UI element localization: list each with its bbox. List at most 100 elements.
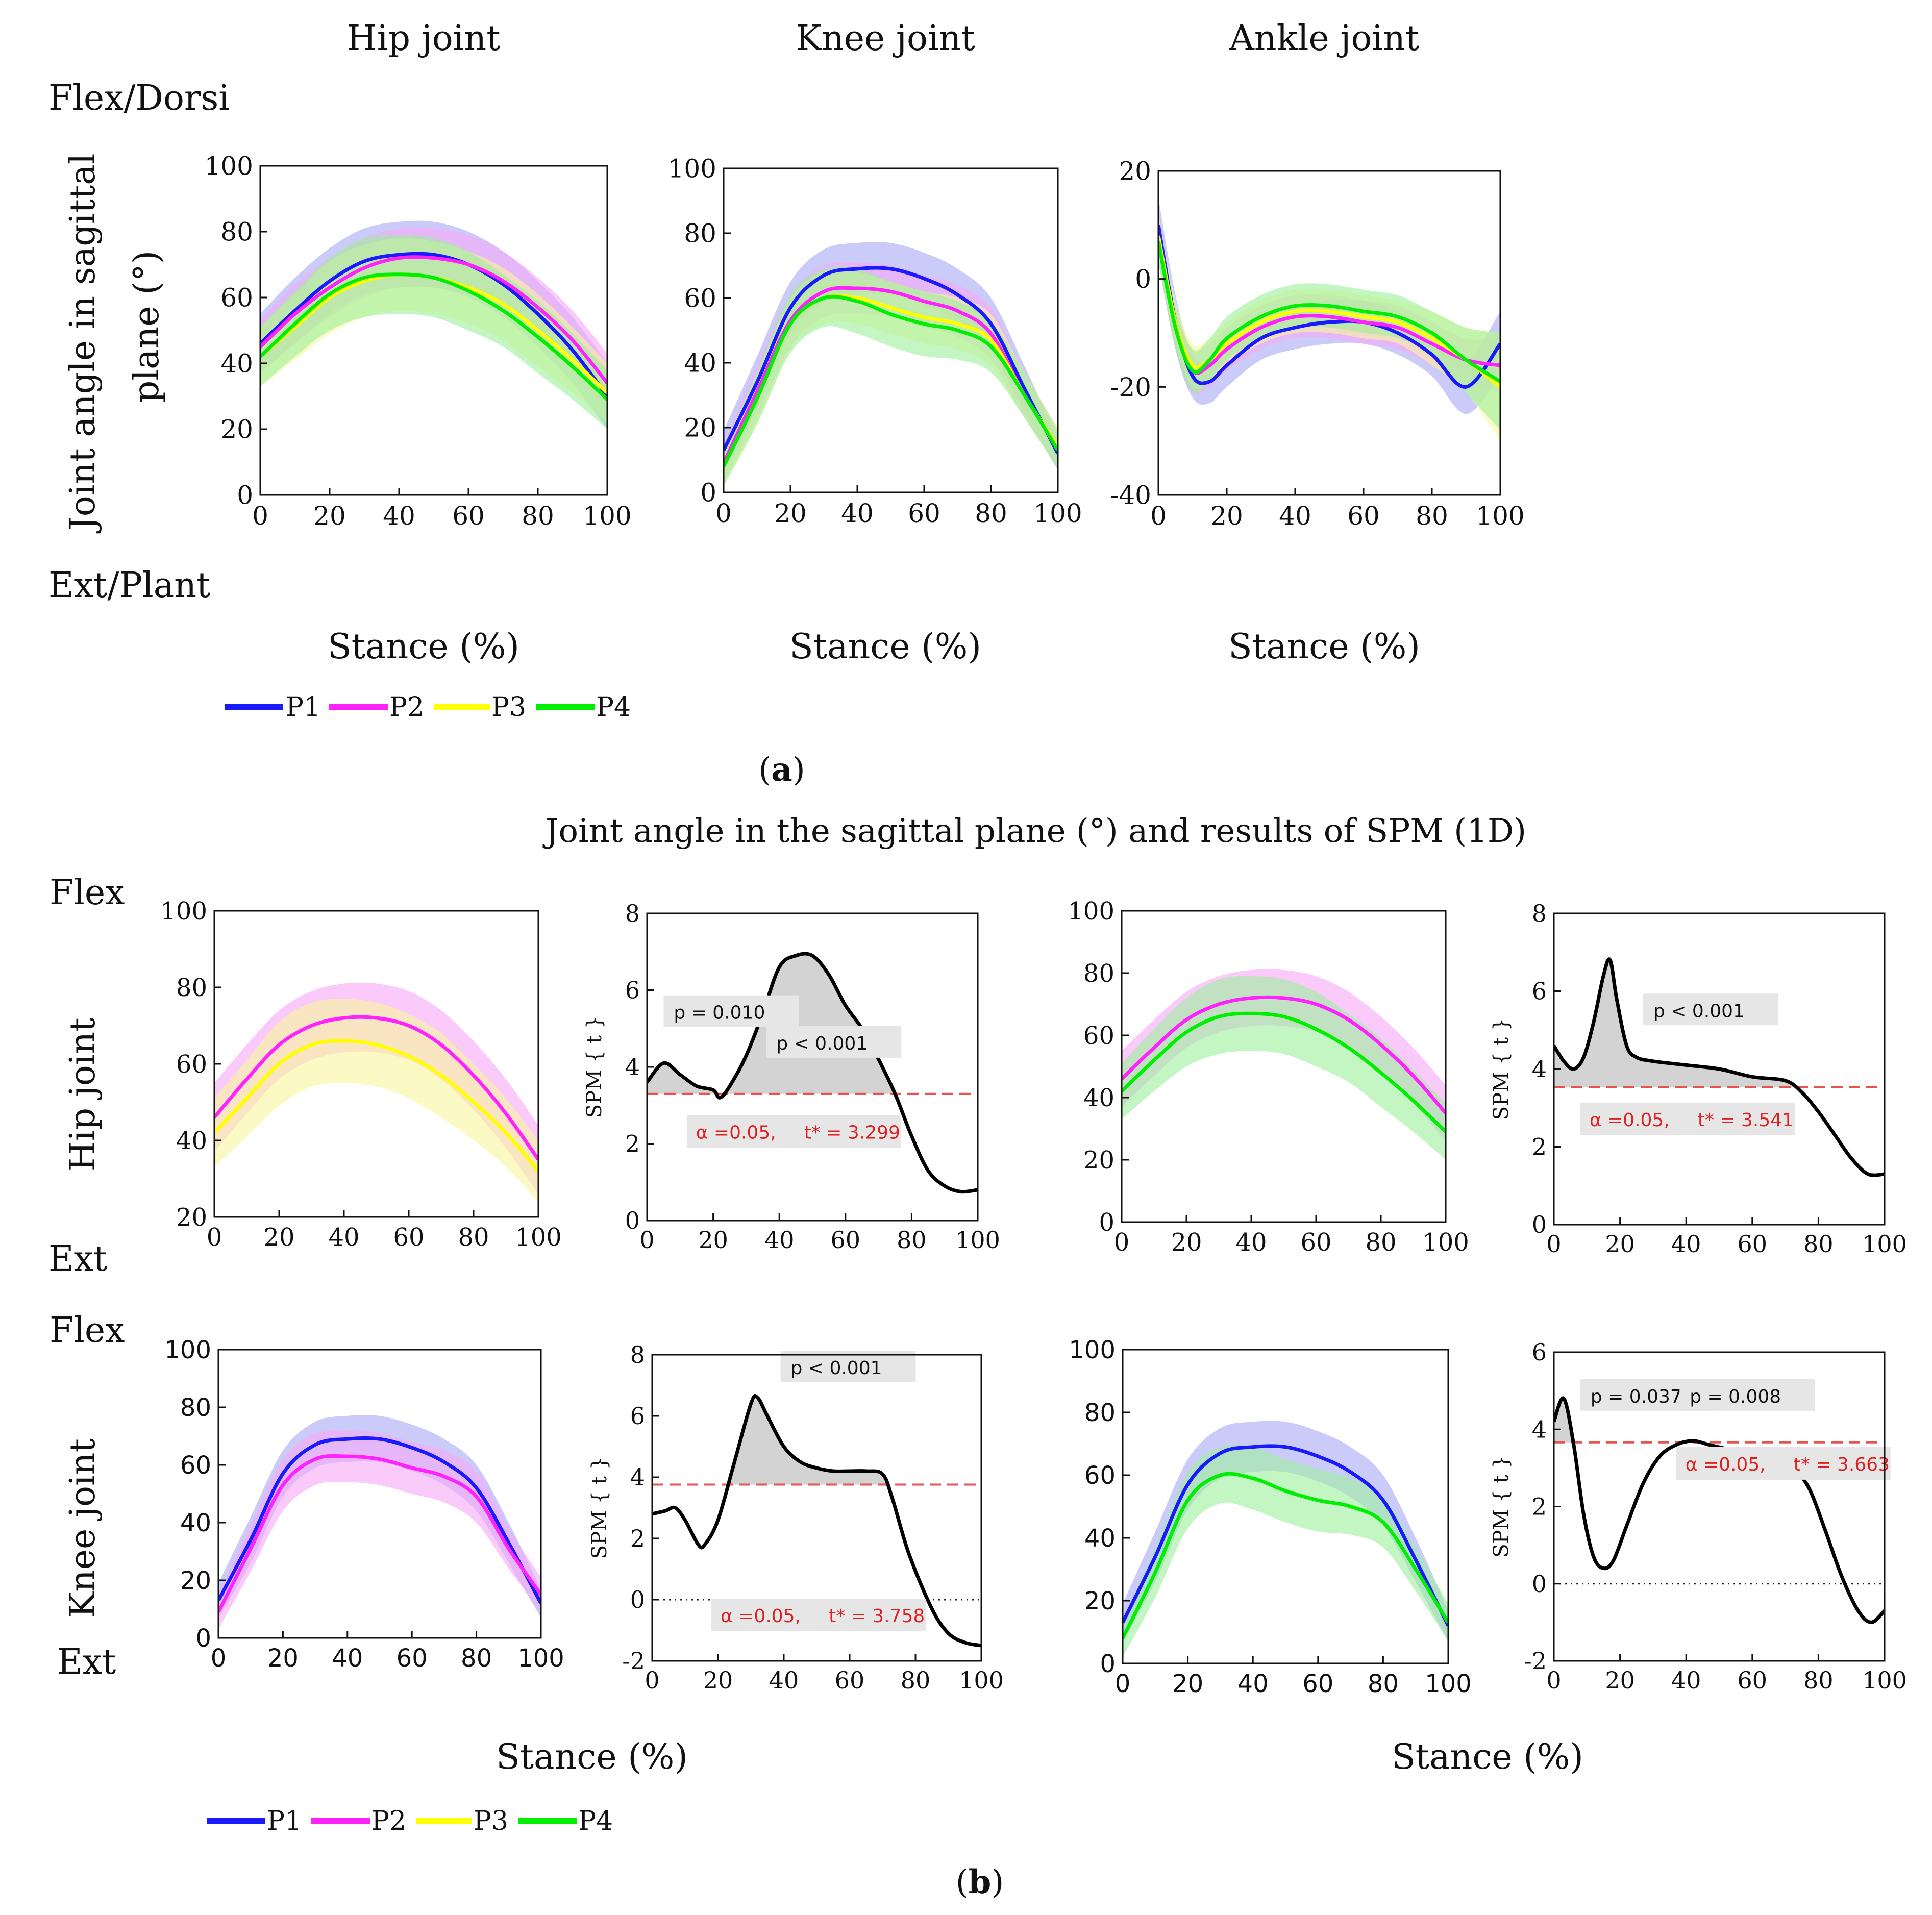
y-tick-label: -40 — [1110, 481, 1151, 510]
x-tick-label: 40 — [769, 1667, 799, 1694]
chart-a-hip: 0 20 40 60 80 100 0 20 40 60 80 100 — [205, 152, 632, 531]
x-tick-label: 40 — [1279, 501, 1311, 531]
axes-frame — [217, 1349, 542, 1639]
legend-a: P1 P2 P3 P4 — [225, 692, 631, 723]
p-value-box — [780, 1351, 916, 1382]
x-tick-label: 60 — [1738, 1230, 1768, 1258]
p-value-box — [766, 1026, 902, 1058]
y-tick-label: 4 — [1532, 1055, 1547, 1083]
plot-area-b-hip-angle-1 — [214, 982, 538, 1202]
xlabel-a-knee: Stance (%) — [789, 627, 981, 667]
chart-a-knee: 0 20 40 60 80 100 0 20 40 60 80 100 — [668, 154, 1082, 529]
plot-area-a-hip — [260, 220, 607, 429]
x-tick-label: 80 — [522, 501, 554, 531]
y-tick-label: 4 — [1532, 1415, 1547, 1443]
y-tick-label: -20 — [1110, 372, 1151, 402]
x-tick-label: 0 — [207, 1223, 222, 1252]
x-tick-label: 80 — [1416, 501, 1448, 531]
spm-ylabel: SPM { t } — [1490, 1455, 1513, 1557]
plot-area-b-knee-spm-2 — [1554, 1396, 1885, 1624]
x-tick-label: 20 — [267, 1644, 299, 1673]
y-tick-label: 6 — [1532, 978, 1547, 1005]
y-tick-label: 40 — [176, 1127, 207, 1155]
legend-b-p3-label: P3 — [474, 1806, 508, 1836]
x-tick-label: 20 — [1605, 1230, 1635, 1258]
sd-band-p2 — [218, 1430, 541, 1630]
hip-row-ext: Ext — [48, 1239, 107, 1279]
chart-layer: 0 20 40 60 80 100 0 20 40 60 80 100 0 20 40 60 80 100 0 20 4… — [160, 152, 1907, 1699]
mean-line-p4 — [260, 272, 607, 401]
spm-ylabel: SPM { t } — [588, 1457, 611, 1559]
chart-a-ankle: 0 20 40 60 80 100 -40 -20 0 20 — [1110, 157, 1524, 531]
y-tick-label: 100 — [205, 152, 253, 181]
x-tick-label: 40 — [1237, 1670, 1269, 1698]
x-tick-label: 100 — [1862, 1667, 1907, 1694]
ylabel-a-line2: plane (°) — [127, 251, 167, 403]
title-a-hip: Hip joint — [346, 18, 500, 59]
chart-b-hip-angle-2: 0 20 40 60 80 100 0 20 40 60 80 100 — [1068, 897, 1469, 1257]
y-tick-label: 60 — [180, 1451, 211, 1480]
y-tick-label: 40 — [1083, 1084, 1114, 1112]
y-tick-label: 8 — [1532, 900, 1547, 927]
y-tick-label: 8 — [630, 1341, 645, 1369]
x-tick-label: 100 — [1476, 501, 1524, 531]
y-tick-label: 8 — [625, 900, 640, 927]
title-a-knee: Knee joint — [796, 18, 975, 59]
mean-line-p4 — [1123, 1472, 1448, 1639]
x-tick-label: 100 — [1422, 1228, 1469, 1257]
part-b-label: (b) — [956, 1863, 1004, 1901]
y-tick-label: 4 — [625, 1053, 640, 1081]
mean-line-p2 — [260, 255, 607, 384]
x-tick-label: 40 — [841, 499, 874, 528]
x-tick-label: 20 — [698, 1226, 728, 1254]
x-tick-label: 40 — [1671, 1667, 1701, 1694]
x-tick-label: 0 — [1114, 1228, 1130, 1257]
xlabel-a-ankle: Stance (%) — [1228, 627, 1420, 667]
part-b-texts: Joint angle in the sagittal plane (°) an… — [48, 812, 1583, 1901]
y-tick-label: 100 — [668, 154, 716, 184]
supra-threshold-cluster — [1554, 1398, 1572, 1443]
x-tick-label: 100 — [515, 1223, 562, 1252]
spm-t-curve — [647, 952, 978, 1194]
sd-band-p3 — [1158, 214, 1500, 441]
x-tick-label: 20 — [1171, 1228, 1202, 1257]
chart-b-hip-spm-1: p = 0.010 p < 0.001 α =0.05, t* = 3.299 SPM … — [583, 900, 1000, 1254]
mean-line-p1 — [218, 1436, 541, 1604]
y-tick-label: 60 — [1083, 1022, 1114, 1050]
x-tick-label: 100 — [959, 1667, 1004, 1694]
alpha-label: α =0.05, — [721, 1606, 801, 1627]
p-value-label: p < 0.001 — [776, 1033, 868, 1054]
y-tick-label: 0 — [1532, 1570, 1547, 1598]
spm-t-curve — [1554, 957, 1885, 1177]
mean-line-p4 — [1158, 240, 1500, 383]
x-tick-label: 100 — [955, 1226, 1000, 1254]
tstar-label: t* = 3.663 — [1794, 1454, 1890, 1475]
mean-line-p3 — [214, 1039, 538, 1173]
alpha-label: α =0.05, — [1590, 1110, 1670, 1131]
supra-threshold-cluster — [647, 1063, 717, 1094]
x-tick-label: 80 — [458, 1223, 489, 1252]
y-tick-label: 2 — [630, 1525, 645, 1552]
x-tick-label: 40 — [1235, 1228, 1267, 1257]
plot-area-b-knee-spm-1 — [652, 1394, 981, 1648]
y-tick-label: 6 — [625, 977, 640, 1004]
mean-line-p2 — [1122, 995, 1446, 1114]
knee-row-ext: Ext — [57, 1642, 116, 1682]
mean-line-p1 — [724, 266, 1058, 455]
y-tick-label: -2 — [622, 1647, 645, 1675]
title-a-ankle: Ankle joint — [1229, 18, 1420, 59]
y-tick-label: 100 — [164, 1336, 211, 1364]
x-tick-label: 20 — [313, 501, 346, 531]
y-tick-label: 2 — [1532, 1133, 1547, 1161]
x-tick-label: 100 — [583, 501, 631, 531]
x-tick-label: 0 — [715, 499, 732, 528]
alpha-tstar-box — [711, 1599, 926, 1631]
x-tick-label: 60 — [397, 1644, 428, 1673]
x-tick-label: 20 — [703, 1667, 733, 1694]
axes-frame — [651, 1354, 982, 1662]
plot-area-b-hip-spm-2 — [1554, 957, 1885, 1177]
y-tick-label: 100 — [160, 897, 207, 926]
